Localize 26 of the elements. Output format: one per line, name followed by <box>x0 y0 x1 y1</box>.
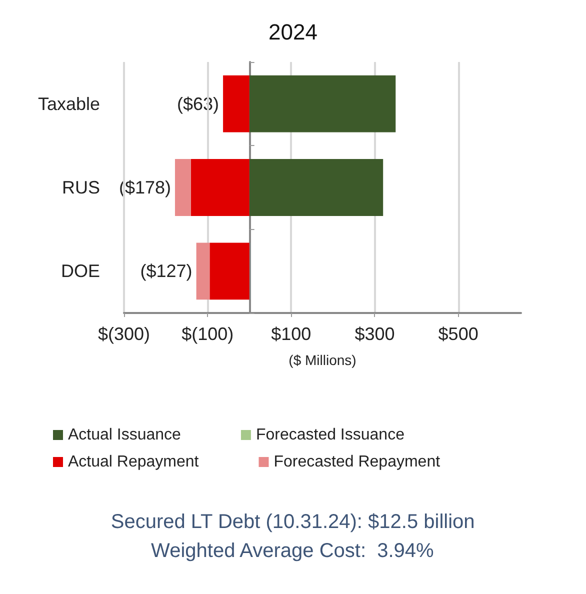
bar <box>196 242 210 300</box>
chart-title: 2024 <box>268 20 318 44</box>
x-tick-label: $500 <box>438 324 478 344</box>
bar <box>190 159 250 216</box>
x-tick-label: $100 <box>271 324 312 344</box>
y-tick-label: DOE <box>60 261 100 282</box>
annotation: ($63) <box>177 94 220 114</box>
text: Secured LT Debt (10.31.24): $12.5 billion <box>110 511 475 533</box>
y-tick-label: Taxable <box>38 94 100 114</box>
annotation: ($127) <box>140 261 192 282</box>
bar <box>249 75 396 132</box>
x-axis-title: ($ Millions) <box>288 352 356 368</box>
bar <box>210 242 250 300</box>
y-tick-label: RUS <box>62 178 100 198</box>
legend-label: Forecasted Repayment <box>274 454 441 470</box>
x-tick-label: $300 <box>354 324 395 344</box>
legend-label: Actual Repayment <box>68 454 200 470</box>
bar <box>249 159 384 216</box>
x-tick-label: $(300) <box>98 324 150 344</box>
bar <box>223 75 250 132</box>
legend-label: Forecasted Issuance <box>256 426 405 444</box>
x-tick-label: $(100) <box>182 324 234 344</box>
bar <box>174 159 191 216</box>
legend-label: Actual Issuance <box>68 426 182 444</box>
annotation: ($178) <box>118 178 171 198</box>
text: Weighted Average Cost: 3.94% <box>151 540 434 562</box>
